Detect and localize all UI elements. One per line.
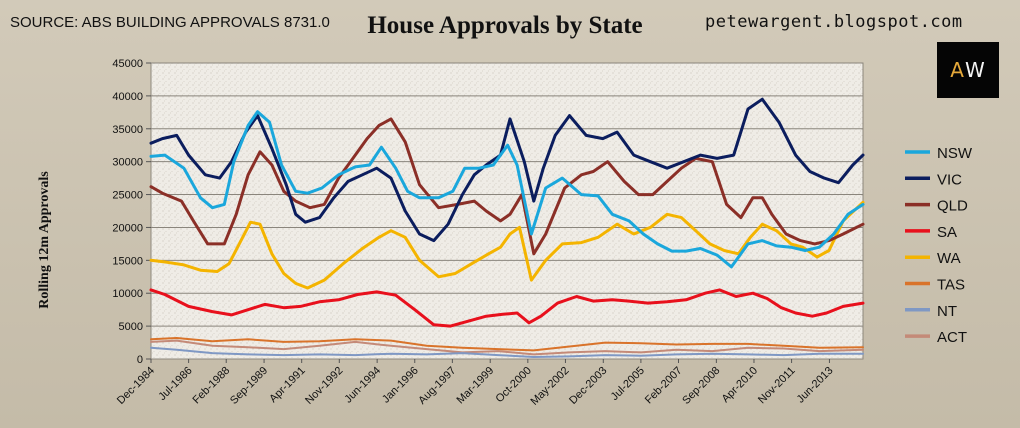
source-note: SOURCE: ABS BUILDING APPROVALS 8731.0 [10,14,330,31]
x-tick-label-Sep-1989: Sep-1989 [228,365,270,407]
legend-label-act: ACT [937,329,967,346]
legend-label-sa: SA [937,224,957,241]
logo-letter-a: A [950,58,965,82]
y-tick-label-30000: 30000 [112,157,143,169]
x-tick-label-Dec-2003: Dec-2003 [567,365,609,407]
x-axis: Dec-1984 Jul-1986Feb-1988Sep-1989Apr-1991… [115,359,836,408]
y-axis-label: Rolling 12m Approvals [37,171,52,309]
x-tick-label-Apr-1991: Apr-1991 [267,365,307,405]
legend-label-wa: WA [937,250,961,267]
x-tick-label-Aug-1997: Aug-1997 [416,365,458,407]
x-tick-label-Feb-1988: Feb-1988 [191,365,233,407]
y-tick-label-35000: 35000 [112,124,143,136]
x-tick-label-Jun-2013: Jun-2013 [795,365,836,406]
series-line-act [150,339,864,356]
series-lines [149,97,865,358]
y-tick-label-25000: 25000 [112,190,143,202]
legend: NSW VIC QLD SA WA TAS NT ACT [905,145,973,346]
y-tick-label-0: 0 [137,354,143,366]
y-axis: 0 5000 10000 15000 20000 25000 30000 35000 40000… [112,58,151,366]
x-tick-label-Jun-1994: Jun-1994 [342,365,383,406]
series-line-nt [150,346,864,358]
x-tick-label-Feb-2007: Feb-2007 [643,365,685,407]
chart-title: House Approvals by State [367,12,643,39]
series-line-sa [149,288,865,328]
series-line-nsw [149,110,865,269]
x-tick-label-Sep-2008: Sep-2008 [680,365,722,407]
y-tick-label-5000: 5000 [119,321,143,333]
y-tick-label-40000: 40000 [112,91,143,103]
series-line-wa [149,200,865,290]
legend-label-vic: VIC [937,171,962,188]
x-tick-label-Jul-1986: Jul-1986 [156,365,194,403]
x-tick-label-Nov-2011: Nov-2011 [756,365,798,407]
x-tick-label-Dec-1984: Dec-1984 [115,365,157,407]
site-url[interactable]: petewargent.blogspot.com [705,12,963,32]
x-tick-label-Nov-1992: Nov-1992 [303,365,345,407]
y-tick-label-15000: 15000 [112,255,143,267]
x-tick-label-Mar-1999: Mar-1999 [455,365,497,407]
logo-letter-w: W [964,58,986,82]
legend-label-nt: NT [937,303,957,320]
x-tick-label-Apr-2010: Apr-2010 [720,365,760,405]
y-tick-label-45000: 45000 [112,58,143,70]
gridlines [151,62,863,327]
legend-label-nsw: NSW [937,145,973,162]
series-line-vic [149,97,865,243]
x-tick-label-Jan-1996: Jan-1996 [380,365,421,406]
y-tick-label-10000: 10000 [112,288,143,300]
x-tick-label-Jul-2005: Jul-2005 [609,365,647,403]
x-tick-label-May-2002: May-2002 [528,365,571,408]
y-tick-label-20000: 20000 [112,222,143,234]
series-line-qld [149,117,865,256]
legend-label-qld: QLD [937,198,968,215]
legend-label-tas: TAS [937,277,965,294]
series-line-tas [150,337,864,352]
